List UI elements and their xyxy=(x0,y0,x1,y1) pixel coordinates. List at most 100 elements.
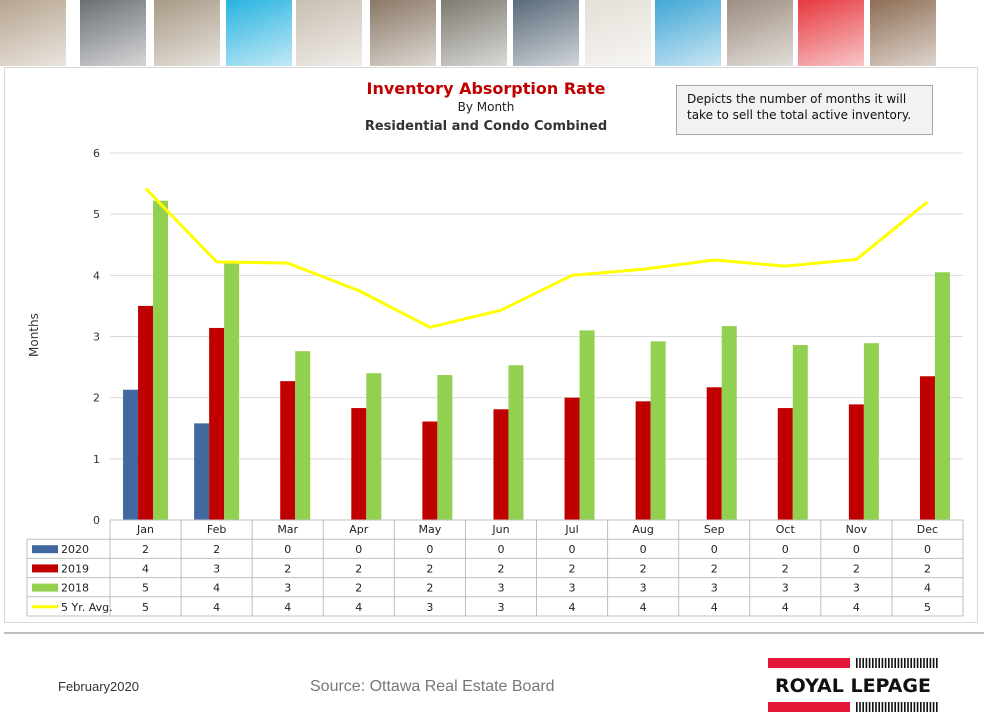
banner-photo-7 xyxy=(441,0,507,66)
bar-2020-Jan xyxy=(123,389,139,520)
x-tick-label: Aug xyxy=(632,523,653,536)
table-cell: 2 xyxy=(497,562,504,575)
banner-photo-1 xyxy=(0,0,66,66)
bar-2018-Oct xyxy=(792,345,808,520)
banner-photo-4 xyxy=(226,0,292,66)
banner-photo-9 xyxy=(585,0,651,66)
data-table: Jan Feb Mar Apr May Jun Jul Aug Sep Oct Nov Dec2020… xyxy=(26,519,964,617)
legend-key-2020 xyxy=(32,545,58,554)
bar-2018-Aug xyxy=(650,341,666,520)
banner-photo-12 xyxy=(798,0,864,66)
table-cell: 0 xyxy=(569,543,576,556)
banner-photo-10 xyxy=(655,0,721,66)
table-cell: 2 xyxy=(569,562,576,575)
bar-2018-Nov xyxy=(863,343,879,520)
table-cell: 4 xyxy=(782,601,789,614)
bar-2018-Jul xyxy=(579,330,595,520)
bar-2018-Apr xyxy=(366,373,382,520)
banner-photo-2 xyxy=(80,0,146,66)
table-cell: 4 xyxy=(284,601,291,614)
bar-2018-Sep xyxy=(721,326,737,520)
table-cell: 0 xyxy=(426,543,433,556)
royal-lepage-logo: ROYAL LEPAGE xyxy=(768,656,938,714)
table-cell: 2 xyxy=(640,562,647,575)
x-tick-label: Feb xyxy=(207,523,226,536)
y-tick-label: 4 xyxy=(93,269,100,282)
table-cell: 2 xyxy=(924,562,931,575)
bar-2019-Mar xyxy=(280,381,296,520)
table-cell: 4 xyxy=(569,601,576,614)
bar-2019-Jan xyxy=(138,305,154,520)
bar-2018-Mar xyxy=(295,351,311,520)
table-cell: 2 xyxy=(426,562,433,575)
table-cell: 4 xyxy=(213,601,220,614)
bar-2019-Oct xyxy=(777,408,793,520)
line-five-year-average xyxy=(144,187,929,329)
x-tick-label: May xyxy=(419,523,442,536)
bar-2019-Jun xyxy=(493,409,509,520)
y-tick-label: 5 xyxy=(93,208,100,221)
legend-key-2018 xyxy=(32,583,58,592)
logo-stripes xyxy=(856,658,938,668)
bar-2018-Jun xyxy=(508,365,524,520)
x-tick-label: Oct xyxy=(776,523,796,536)
footer-date: February2020 xyxy=(58,679,139,694)
table-cell: 3 xyxy=(640,582,647,595)
bar-2019-Dec xyxy=(919,376,935,520)
chart-title: Inventory Absorption Rate xyxy=(366,79,606,98)
bar-2019-Nov xyxy=(848,404,864,520)
table-cell: 4 xyxy=(355,601,362,614)
legend-label: 5 Yr. Avg. xyxy=(61,601,113,614)
table-cell: 2 xyxy=(355,562,362,575)
footer-divider xyxy=(4,632,984,634)
table-cell: 0 xyxy=(640,543,647,556)
table-cell: 5 xyxy=(924,601,931,614)
legend-key-2019 xyxy=(32,564,58,573)
table-cell: 3 xyxy=(569,582,576,595)
x-tick-label: Jul xyxy=(564,523,578,536)
table-cell: 2 xyxy=(355,582,362,595)
bar-2019-Aug xyxy=(635,401,651,520)
table-cell: 4 xyxy=(924,582,931,595)
x-tick-label: Mar xyxy=(277,523,298,536)
logo-stripes-bottom xyxy=(856,702,938,712)
chart-subtitle: By Month xyxy=(457,100,515,114)
table-cell: 4 xyxy=(711,601,718,614)
banner-photo-5 xyxy=(296,0,362,66)
chart-note: Depicts the number of months it will tak… xyxy=(676,85,933,135)
table-cell: 2 xyxy=(142,543,149,556)
table-cell: 0 xyxy=(782,543,789,556)
chart-subtitle-2: Residential and Condo Combined xyxy=(364,119,608,134)
legend-label: 2020 xyxy=(61,543,89,556)
x-tick-label: Apr xyxy=(349,523,369,536)
bar-2019-May xyxy=(422,421,438,520)
table-cell: 3 xyxy=(853,582,860,595)
x-tick-label: Jan xyxy=(136,523,154,536)
bar-2018-May xyxy=(437,375,453,520)
table-cell: 3 xyxy=(497,582,504,595)
bar-2020-Feb xyxy=(194,423,210,520)
logo-graphic: ROYAL LEPAGE xyxy=(768,658,938,712)
table-cell: 0 xyxy=(853,543,860,556)
bar-2018-Dec xyxy=(934,272,950,520)
y-tick-label: 0 xyxy=(93,514,100,527)
table-cell: 0 xyxy=(924,543,931,556)
table-cell: 2 xyxy=(426,582,433,595)
table-cell: 2 xyxy=(853,562,860,575)
photo-banner xyxy=(0,0,984,66)
table-cell: 3 xyxy=(782,582,789,595)
x-tick-label: Dec xyxy=(917,523,938,536)
logo-red-bar-bottom xyxy=(768,702,850,712)
table-cell: 2 xyxy=(213,543,220,556)
table-cell: 3 xyxy=(497,601,504,614)
table-cell: 4 xyxy=(853,601,860,614)
x-tick-label: Nov xyxy=(846,523,868,536)
bar-2018-Feb xyxy=(224,263,240,520)
table-cell: 4 xyxy=(213,582,220,595)
bar-2018-Jan xyxy=(153,200,169,520)
x-tick-label: Sep xyxy=(704,523,725,536)
footer-source: Source: Ottawa Real Estate Board xyxy=(310,678,555,695)
table-cell: 5 xyxy=(142,601,149,614)
banner-photo-3 xyxy=(154,0,220,66)
